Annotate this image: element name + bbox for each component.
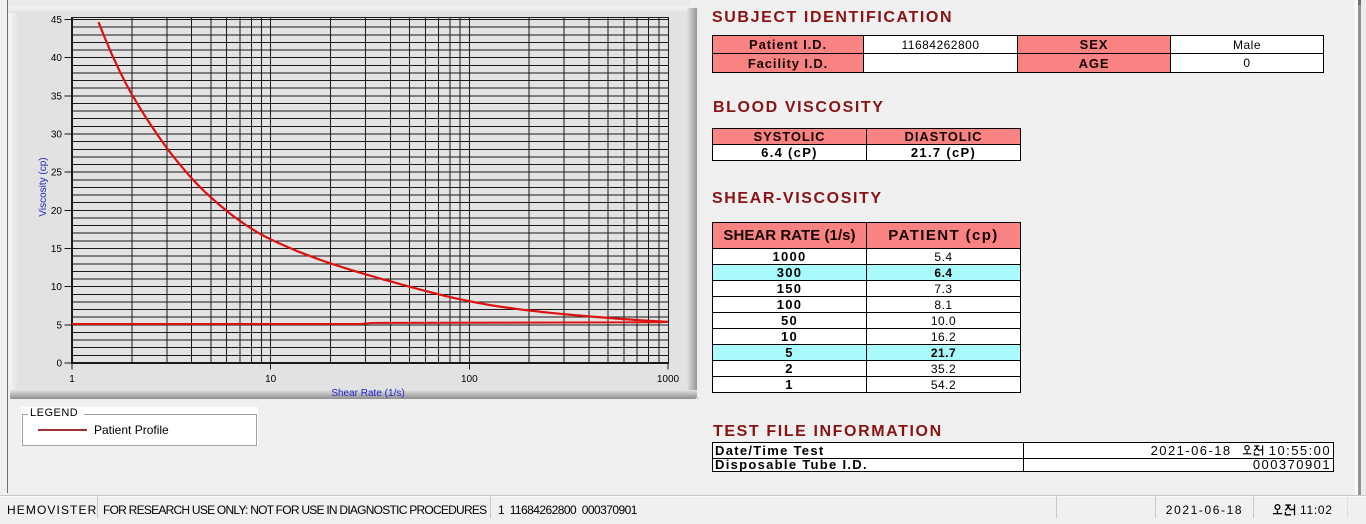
svg-text:1000: 1000 xyxy=(657,374,680,385)
svg-text:Shear Rate (1/s): Shear Rate (1/s) xyxy=(331,388,404,399)
svg-text:20: 20 xyxy=(51,206,63,217)
svg-text:1: 1 xyxy=(69,374,75,385)
svg-text:25: 25 xyxy=(51,168,63,179)
svg-text:0: 0 xyxy=(56,359,62,370)
svg-text:45: 45 xyxy=(51,15,63,26)
svg-text:5: 5 xyxy=(56,320,62,331)
svg-text:10: 10 xyxy=(51,282,63,293)
svg-text:40: 40 xyxy=(51,53,63,64)
svg-text:10: 10 xyxy=(265,374,277,385)
svg-text:35: 35 xyxy=(51,91,63,102)
svg-text:30: 30 xyxy=(51,130,63,141)
svg-text:Viscosity (cp): Viscosity (cp) xyxy=(38,157,49,216)
svg-text:15: 15 xyxy=(51,244,63,255)
svg-text:100: 100 xyxy=(461,374,478,385)
